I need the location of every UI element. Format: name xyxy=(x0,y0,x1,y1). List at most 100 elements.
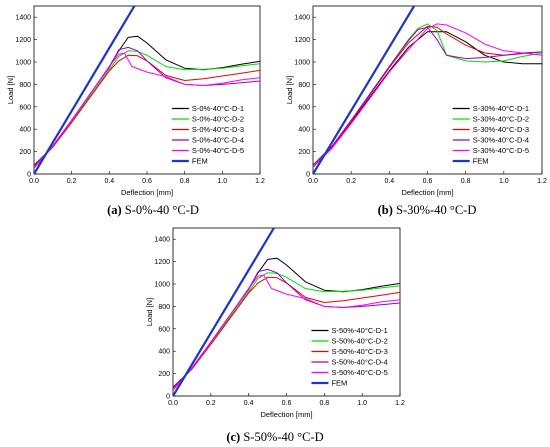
chart-panel-c: 0.0 0.2 0.4 0.6 0.8 1.0 1.2 0 200 400 600 800 1000 12… xyxy=(145,227,405,444)
caption-label: (c) xyxy=(226,430,240,444)
legend: S-30%-40°C-D-1S-30%-40°C-D-2S-30%-40°C-D… xyxy=(452,104,529,166)
x-axis-label: Deflection [mm] xyxy=(401,188,453,197)
x-tick-label: 0.4 xyxy=(244,400,254,407)
y-tick-label: 600 xyxy=(19,104,31,111)
legend-entry-label: S-0%-40°C-D-5 xyxy=(192,146,244,155)
caption-text: S-30%-40 °C-D xyxy=(393,203,476,217)
y-tick-label: 0 xyxy=(306,172,310,179)
y-tick-label: 1400 xyxy=(15,15,31,22)
y-tick-label: 400 xyxy=(19,127,31,134)
x-tick-label: 0.6 xyxy=(282,400,292,407)
x-tick-label: 0.8 xyxy=(461,178,471,185)
x-tick-label: 1.2 xyxy=(255,178,265,185)
figure-caption: (a) S-0%-40 °C-D xyxy=(107,203,199,217)
x-tick-label: 1.0 xyxy=(499,178,509,185)
legend-entry-label: S-50%-40°C-D-3 xyxy=(331,347,387,356)
x-tick-label: 1.2 xyxy=(395,400,405,407)
y-tick-label: 1000 xyxy=(154,282,170,289)
x-tick-label: 0.2 xyxy=(346,178,356,185)
y-tick-label: 200 xyxy=(158,371,170,378)
legend-entry-label: S-50%-40°C-D-1 xyxy=(331,326,387,335)
y-tick-label: 1400 xyxy=(154,237,170,244)
legend-entry-label: S-50%-40°C-D-5 xyxy=(331,368,387,377)
series-line-2 xyxy=(313,23,542,167)
y-tick-label: 1200 xyxy=(15,37,31,44)
series-line-6 xyxy=(173,228,276,396)
legend-entry-label: S-30%-40°C-D-4 xyxy=(473,136,529,145)
y-tick-label: 600 xyxy=(158,326,170,333)
x-tick-label: 0.0 xyxy=(308,178,318,185)
series-line-4 xyxy=(313,26,542,166)
legend-entry-label: S-0%-40°C-D-1 xyxy=(192,104,244,113)
series-line-5 xyxy=(34,52,260,169)
y-tick-label: 800 xyxy=(19,82,31,89)
y-tick-label: 0 xyxy=(27,172,31,179)
legend-entry-label: FEM xyxy=(331,379,347,388)
y-axis-label: Load [N] xyxy=(145,298,154,326)
y-tick-label: 400 xyxy=(158,349,170,356)
legend-entry-label: S-30%-40°C-D-3 xyxy=(473,125,529,134)
caption-text: S-50%-40 °C-D xyxy=(240,430,323,444)
y-tick-label: 400 xyxy=(298,127,310,134)
caption-label: (a) xyxy=(107,203,122,217)
legend-entry-label: S-30%-40°C-D-5 xyxy=(473,146,529,155)
series-lines xyxy=(173,228,400,396)
series-line-5 xyxy=(313,23,542,168)
y-tick-label: 1400 xyxy=(294,15,310,22)
caption-text: S-0%-40 °C-D xyxy=(122,203,199,217)
figure-caption: (b) S-30%-40 °C-D xyxy=(378,203,477,217)
y-tick-label: 1000 xyxy=(15,60,31,67)
y-tick-label: 200 xyxy=(19,149,31,156)
series-line-3 xyxy=(173,276,400,388)
legend-entry-label: S-30%-40°C-D-1 xyxy=(473,104,529,113)
y-axis-label: Load [N] xyxy=(285,76,294,104)
legend-entry-label: S-30%-40°C-D-2 xyxy=(473,115,529,124)
x-tick-label: 1.2 xyxy=(537,178,547,185)
chart-panel-b: 0.0 0.2 0.4 0.6 0.8 1.0 1.2 0 200 400 600 800 1000 12… xyxy=(285,5,547,217)
x-tick-label: 0.4 xyxy=(104,178,114,185)
series-line-3 xyxy=(313,25,542,168)
legend: S-0%-40°C-D-1 S-0%-40°C-D-2S-0%-40°C-D-3 S… xyxy=(171,104,244,166)
y-tick-label: 1200 xyxy=(294,37,310,44)
legend-entry-label: S-0%-40°C-D-3 xyxy=(192,125,244,134)
y-tick-label: 1200 xyxy=(154,259,170,266)
x-tick-label: 0.2 xyxy=(206,400,216,407)
x-tick-label: 0.6 xyxy=(142,178,152,185)
x-tick-label: 0.6 xyxy=(423,178,433,185)
x-tick-label: 0.8 xyxy=(180,178,190,185)
y-tick-label: 600 xyxy=(298,104,310,111)
x-tick-label: 0.4 xyxy=(384,178,394,185)
legend-entry-label: S-0%-40°C-D-2 xyxy=(192,115,244,124)
series-line-6 xyxy=(34,6,136,174)
y-tick-label: 800 xyxy=(298,82,310,89)
x-tick-label: 0.8 xyxy=(319,400,329,407)
y-tick-label: 200 xyxy=(298,149,310,156)
x-axis-label: Deflection [mm] xyxy=(121,188,173,197)
x-axis-label: Deflection [mm] xyxy=(260,410,312,419)
series-line-6 xyxy=(313,6,416,174)
legend: S-50%-40°C-D-1S-50%-40°C-D-2S-50%-40°C-D… xyxy=(311,326,388,388)
x-tick-label: 1.0 xyxy=(357,400,367,407)
series-line-3 xyxy=(34,54,260,166)
y-tick-label: 1000 xyxy=(294,60,310,67)
legend-entry-label: S-50%-40°C-D-2 xyxy=(331,337,387,346)
legend-entry-label: FEM xyxy=(473,157,489,166)
legend-entry-label: FEM xyxy=(192,157,208,166)
series-line-5 xyxy=(173,274,400,391)
x-tick-label: 0.0 xyxy=(29,178,39,185)
legend-entry-label: S-50%-40°C-D-4 xyxy=(331,358,387,367)
x-tick-label: 0.0 xyxy=(168,400,178,407)
series-line-1 xyxy=(313,31,542,167)
y-axis-label: Load [N] xyxy=(6,76,15,104)
chart-panels: 0.0 0.2 0.4 0.6 0.8 1.0 1.2 0 200 400 600 800 1000 12… xyxy=(6,5,547,444)
series-lines xyxy=(313,6,542,174)
chart-panel-a: 0.0 0.2 0.4 0.6 0.8 1.0 1.2 0 200 400 600 800 1000 12… xyxy=(6,5,265,217)
x-tick-label: 1.0 xyxy=(217,178,227,185)
legend-entry-label: S-0%-40°C-D-4 xyxy=(192,136,244,145)
y-tick-label: 800 xyxy=(158,304,170,311)
caption-label: (b) xyxy=(378,203,393,217)
y-tick-label: 0 xyxy=(166,394,170,401)
x-tick-label: 0.2 xyxy=(67,178,77,185)
series-lines xyxy=(34,6,260,174)
